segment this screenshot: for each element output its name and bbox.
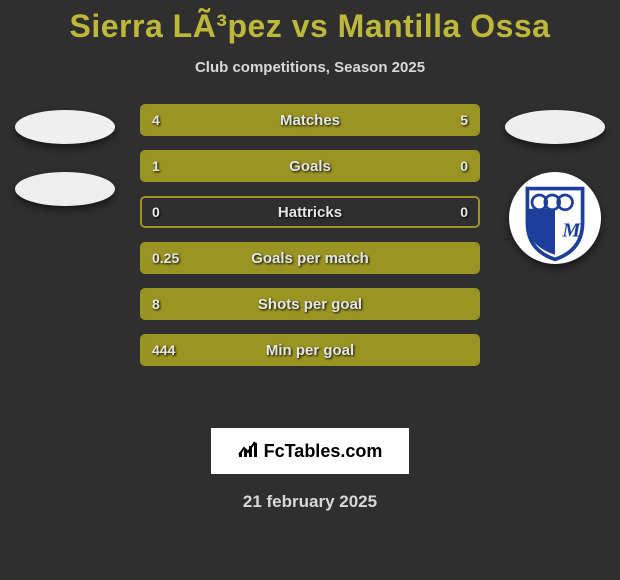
comparison-row: Matches45: [140, 104, 480, 136]
comparison-stage: M Matches45 Goals10 Hattricks0 0 Goals per m…: [0, 104, 620, 404]
comparison-row: Goals per match0.25: [140, 242, 480, 274]
bar-fill-left: [142, 244, 478, 272]
fctables-logo-text: FcTables.com: [264, 441, 383, 462]
bar-fill-left: [142, 336, 478, 364]
club-crest-placeholder: [15, 110, 115, 144]
comparison-row: Goals10: [140, 150, 480, 182]
left-club-badges: [0, 110, 130, 206]
bar-value-left: 0: [152, 198, 160, 226]
comparison-row: Hattricks0 0: [140, 196, 480, 228]
comparison-bars: Matches45 Goals10 Hattricks0 0 Goals per mat…: [140, 104, 480, 366]
bar-fill-left: [142, 290, 478, 318]
bar-fill-right: [290, 106, 478, 134]
bar-label: Hattricks: [142, 198, 478, 226]
comparison-row: Min per goal444: [140, 334, 480, 366]
svg-text:M: M: [561, 219, 581, 241]
page-subtitle: Club competitions, Season 2025: [0, 59, 620, 76]
club-crest-millonarios: M: [509, 172, 601, 264]
club-crest-placeholder: [505, 110, 605, 144]
bar-fill-left: [142, 152, 404, 180]
bar-fill-left: [142, 106, 290, 134]
page-title: Sierra LÃ³pez vs Mantilla Ossa: [0, 0, 620, 45]
snapshot-date: 21 february 2025: [0, 492, 620, 512]
bar-chart-icon: [238, 440, 258, 463]
bar-value-right: 0: [460, 198, 468, 226]
right-club-badges: M: [490, 110, 620, 264]
club-crest-placeholder: [15, 172, 115, 206]
comparison-row: Shots per goal8: [140, 288, 480, 320]
fctables-logo: FcTables.com: [211, 428, 409, 474]
bar-fill-right: [404, 152, 478, 180]
